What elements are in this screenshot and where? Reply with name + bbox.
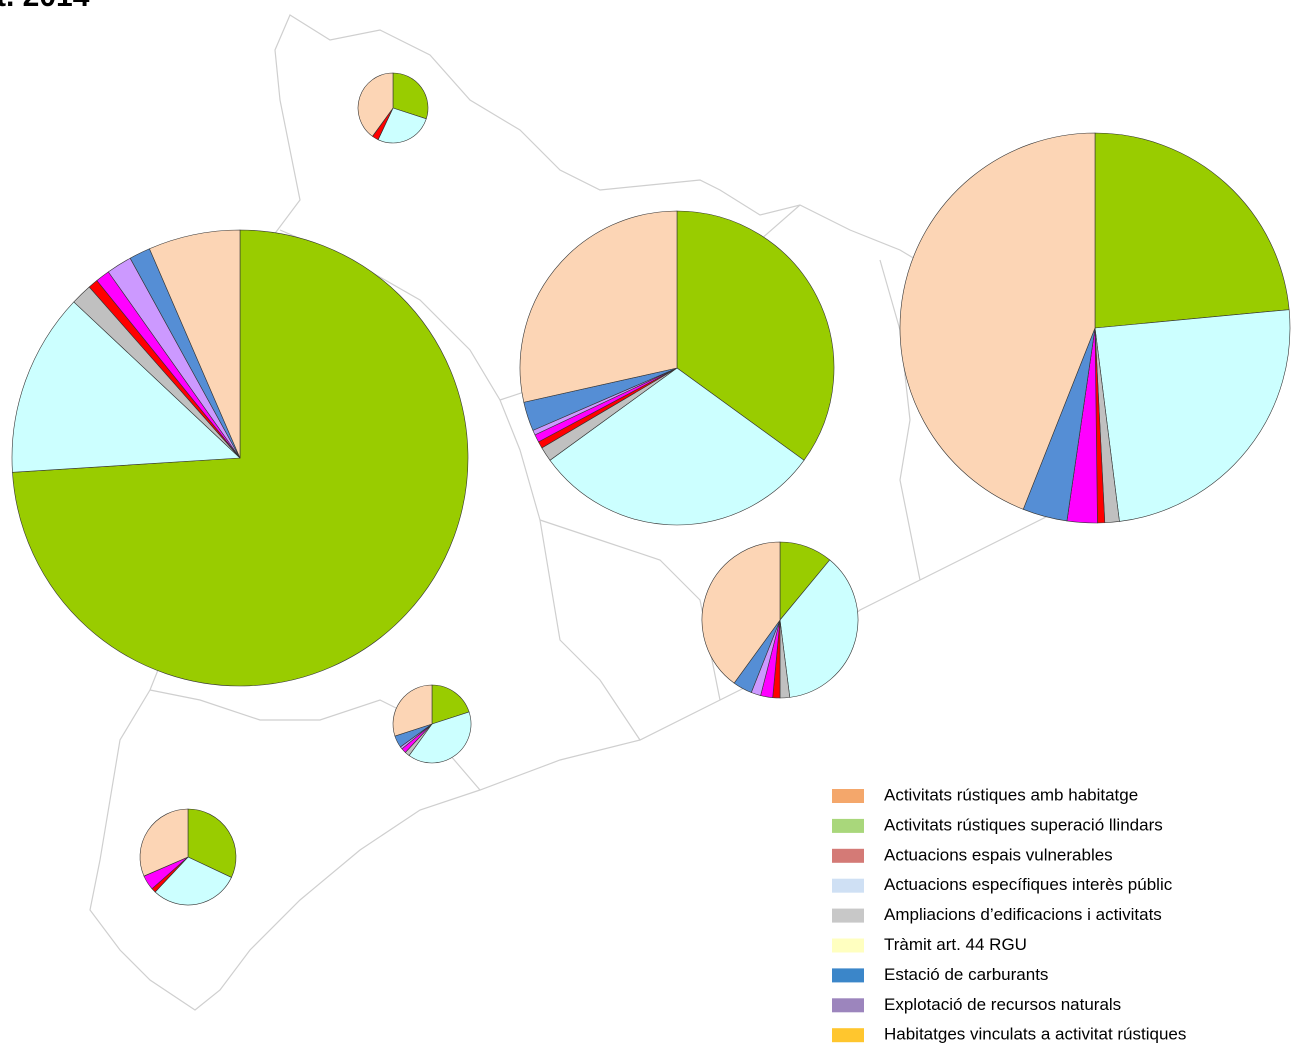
legend-label: Activitats rústiques superació llindars [884, 815, 1163, 834]
legend-swatch [832, 1028, 864, 1043]
outline [539, 519, 721, 701]
pie-slice [549, 367, 805, 526]
pie-slice [149, 229, 241, 459]
title: t. 2014 [0, 0, 90, 13]
pie-slice [519, 210, 678, 403]
legend-swatch [832, 878, 864, 893]
legend-label: Explotació de recursos naturals [884, 995, 1121, 1014]
legend-label: Ampliacions d’edificacions i activitats [884, 905, 1162, 924]
pie-slice [154, 856, 232, 906]
pie-slice [392, 684, 433, 737]
legend-swatch [832, 968, 864, 983]
pie-slice [701, 541, 781, 684]
legend-swatch [832, 789, 864, 803]
pie-slice [392, 72, 429, 120]
legend-swatch [832, 848, 864, 863]
pie-slice [1094, 132, 1290, 329]
legend-swatch [832, 818, 864, 833]
legend-swatch [832, 938, 864, 953]
pie-slice [1094, 309, 1291, 522]
pie-slice [357, 72, 394, 137]
legend-swatch [832, 908, 864, 923]
legend-label: Estació de carburants [884, 965, 1048, 984]
legend-swatch [832, 998, 864, 1013]
legend-label: Actuacions específiques interès públic [884, 875, 1173, 894]
legend-label: Tràmit art. 44 RGU [884, 935, 1027, 954]
pie-slice [187, 808, 237, 878]
pie-slice [11, 301, 241, 473]
outline [279, 229, 641, 741]
pie-slice [899, 132, 1096, 510]
legend-label: Activitats rústiques amb habitatge [884, 785, 1138, 804]
pie-slice [676, 210, 835, 461]
pie-slice [779, 559, 859, 698]
pie-slice [377, 107, 427, 144]
outline [879, 259, 921, 581]
pie-slice [139, 808, 189, 877]
pie-slice [431, 684, 470, 725]
legend-label: Habitatges vinculats a activitat rústiqu… [884, 1025, 1186, 1044]
pie-slice [408, 711, 472, 764]
legend-label: Actuacions espais vulnerables [884, 845, 1113, 864]
